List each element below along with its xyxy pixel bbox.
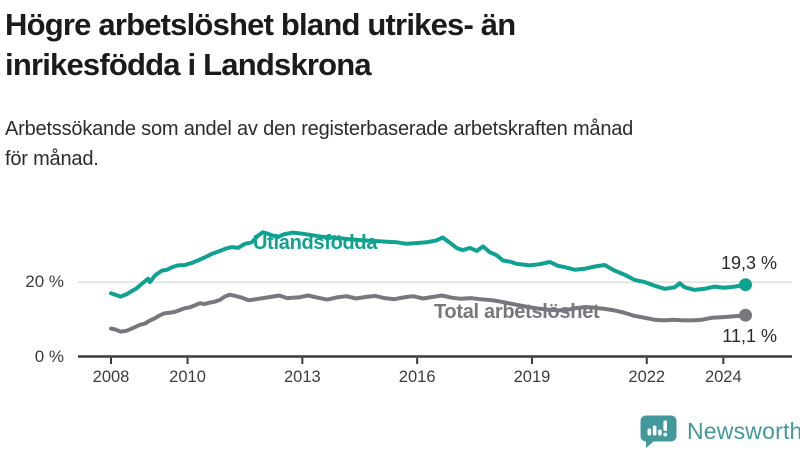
series-line-total (109, 292, 748, 334)
end-value-utlandsfodda: 19,3 % (720, 253, 777, 273)
x-tick-label-2024: 2024 (704, 368, 742, 386)
chart-subtitle: Arbetssökande som andel av den registerb… (5, 118, 634, 170)
series-label-utlandsfodda: Utlandsfödda (253, 232, 378, 254)
end-value-total-arbetsloshet: 11,1 % (722, 326, 777, 346)
y-tick-label-0: 0 % (34, 346, 64, 366)
x-tick-label-2008: 2008 (92, 368, 130, 386)
x-tick-label-2016: 2016 (398, 368, 436, 386)
chart-title: Högre arbetslöshet bland utrikes- än inr… (5, 7, 516, 82)
x-tick-label-2019: 2019 (513, 368, 551, 386)
brand-footer: Newsworthy (640, 414, 800, 448)
x-tick-label-2010: 2010 (169, 368, 206, 386)
series-line-utlandsfodda (109, 230, 748, 299)
newsworthy-logo-icon (640, 415, 677, 448)
x-tick-label-2013: 2013 (283, 368, 321, 386)
x-tick-label-2022: 2022 (628, 368, 666, 386)
y-tick-label-20: 20 % (25, 272, 64, 292)
end-dot-total (739, 308, 753, 322)
brand-name: Newsworthy (687, 417, 800, 444)
end-dot-utlandsfodda (739, 278, 753, 292)
series-label-total-arbetsloshet: Total arbetslöshet (434, 301, 600, 323)
